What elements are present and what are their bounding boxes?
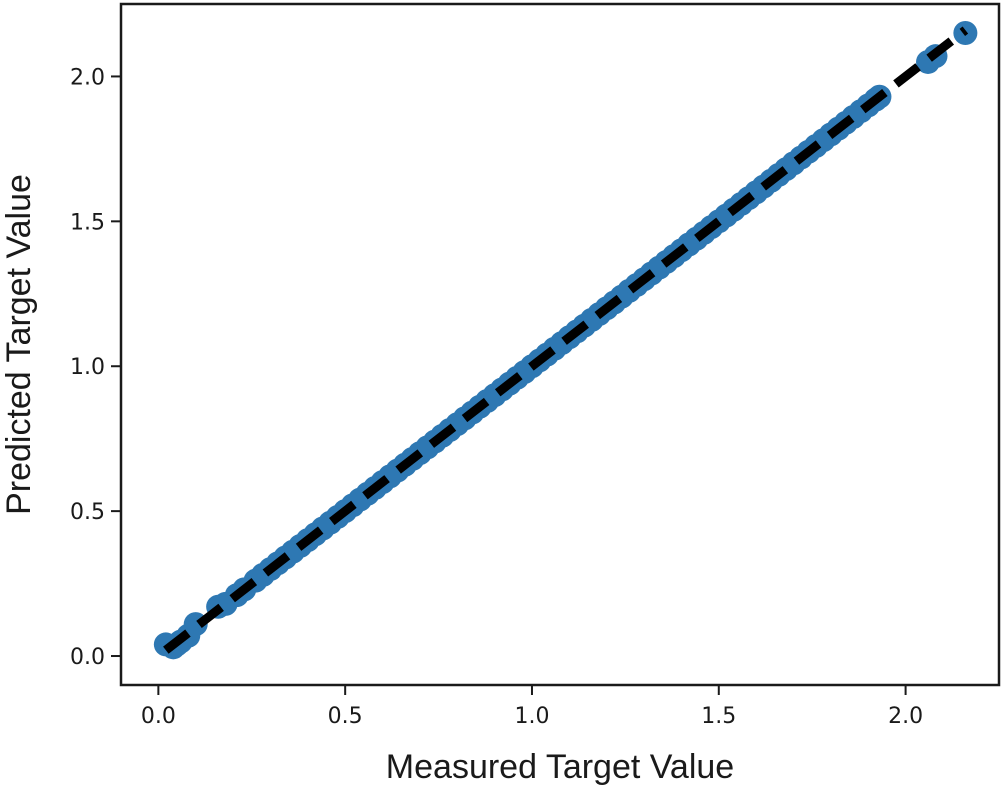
x-axis-ticks: 0.0 0.5 1.0 1.5 2.0 [141, 685, 923, 729]
x-axis-title: Measured Target Value [386, 748, 734, 786]
x-tick-label: 0.5 [328, 704, 363, 729]
x-tick-label: 0.0 [141, 704, 176, 729]
y-axis-ticks: 0.0 0.5 1.0 1.5 2.0 [70, 65, 121, 670]
y-axis-title: Predicted Target Value [0, 174, 38, 515]
identity-dashed-line [163, 26, 969, 654]
y-tick-label: 2.0 [70, 65, 105, 90]
reference-line [163, 26, 969, 654]
y-tick-label: 0.5 [70, 500, 105, 525]
plot-area-frame [119, 2, 1001, 687]
x-tick-label: 2.0 [888, 704, 923, 729]
y-tick-label: 0.0 [70, 645, 105, 670]
x-tick-label: 1.5 [701, 704, 736, 729]
y-tick-label: 1.0 [70, 355, 105, 380]
x-tick-label: 1.0 [514, 704, 549, 729]
y-tick-label: 1.5 [70, 210, 105, 235]
